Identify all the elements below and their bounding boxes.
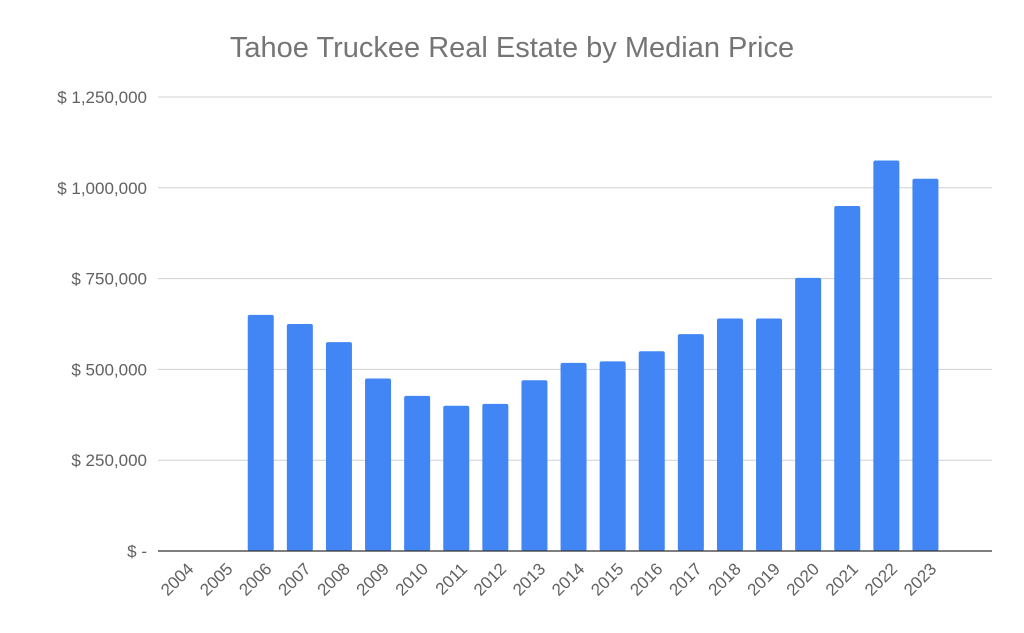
x-tick-label-2015: 2015 (587, 559, 627, 599)
x-tick-label-2004: 2004 (157, 559, 197, 599)
bar-2021 (834, 205, 861, 551)
x-tick-label-2017: 2017 (665, 559, 705, 599)
x-tick-label-2012: 2012 (470, 559, 510, 599)
bar-2011 (443, 405, 470, 551)
bar-2010 (404, 395, 431, 551)
x-tick-label-2009: 2009 (353, 559, 393, 599)
x-tick-label-2014: 2014 (548, 559, 588, 599)
y-tick-label: $ 1,250,000 (57, 88, 147, 107)
bar-2009 (365, 378, 392, 551)
bar-2019 (756, 318, 783, 551)
bar-2022 (873, 160, 900, 551)
bar-2020 (795, 277, 822, 551)
y-tick-label: $ 250,000 (71, 451, 147, 470)
y-axis-tick-labels: $ - $ 250,000 $ 500,000 $ 750,000 $ 1,000,00… (57, 88, 147, 561)
x-tick-label-2022: 2022 (861, 559, 901, 599)
x-tick-label-2019: 2019 (744, 559, 784, 599)
x-tick-label-2016: 2016 (626, 559, 666, 599)
bar-2008 (325, 342, 352, 551)
x-tick-label-2008: 2008 (314, 559, 354, 599)
x-tick-label-2020: 2020 (783, 559, 823, 599)
x-tick-label-2011: 2011 (432, 559, 471, 598)
bar-2015 (599, 361, 626, 551)
x-tick-label-2013: 2013 (509, 559, 549, 599)
x-tick-label-2006: 2006 (235, 559, 275, 599)
x-tick-label-2023: 2023 (900, 559, 940, 599)
bar-2006 (247, 314, 274, 551)
x-tick-label-2010: 2010 (392, 559, 432, 599)
x-tick-label-2021: 2021 (822, 559, 862, 599)
x-tick-label-2007: 2007 (274, 559, 314, 599)
x-tick-label-2018: 2018 (705, 559, 745, 599)
bar-2013 (521, 380, 548, 551)
bars (247, 160, 939, 551)
y-tick-label: $ 1,000,000 (57, 179, 147, 198)
chart-title: Tahoe Truckee Real Estate by Median Pric… (230, 32, 794, 64)
bar-2007 (286, 324, 313, 551)
y-tick-label: $ - (127, 542, 147, 561)
bar-2017 (677, 334, 704, 551)
bar-2012 (482, 403, 509, 551)
bar-2016 (638, 351, 665, 551)
y-tick-label: $ 750,000 (71, 270, 147, 289)
bar-2014 (560, 362, 587, 551)
y-tick-label: $ 500,000 (71, 360, 147, 379)
x-tick-label-2005: 2005 (196, 559, 236, 599)
bar-2023 (912, 178, 939, 551)
bar-2018 (716, 318, 743, 551)
